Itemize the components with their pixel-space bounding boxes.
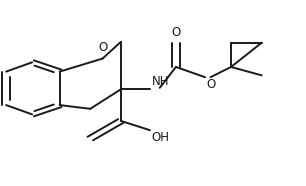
Text: O: O: [207, 78, 216, 91]
Text: NH: NH: [151, 75, 169, 88]
Text: O: O: [98, 41, 107, 54]
Text: OH: OH: [151, 131, 170, 144]
Text: O: O: [171, 26, 181, 39]
